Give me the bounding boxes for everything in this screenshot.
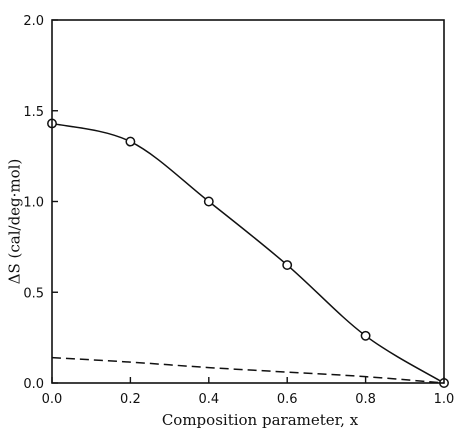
data-point-marker [125, 136, 136, 147]
y-tick-label: 1.0 [23, 196, 44, 211]
x-tick-label: 0.6 [277, 392, 298, 407]
y-axis-title: ΔS (cal/deg·mol) [5, 159, 23, 285]
y-tick-label: 0.0 [23, 377, 44, 392]
x-axis-title: Composition parameter, x [162, 411, 359, 429]
plot-frame [51, 19, 445, 384]
data-point-marker [282, 260, 293, 270]
y-tick-label: 0.5 [23, 286, 44, 301]
data-point-marker [203, 196, 214, 207]
x-tick-label: 0.8 [355, 392, 376, 407]
data-point-marker [360, 330, 371, 341]
x-tick-label: 1.0 [434, 392, 455, 407]
x-tick-label: 0.2 [120, 392, 141, 407]
labels-layer: 0.0 0.2 0.4 0.6 0.8 1.0 0.0 0.5 1.0 1.5 2.0 [23, 14, 454, 407]
y-tick-label: 2.0 [23, 14, 44, 29]
series-layer [47, 118, 449, 388]
x-tick-label: 0.4 [198, 392, 219, 407]
y-tick-label: 1.5 [23, 105, 44, 120]
solid-series-line [51, 122, 445, 384]
x-tick-label: 0.0 [42, 392, 63, 407]
dashed-series-line [51, 356, 445, 384]
ticks-layer [51, 19, 445, 384]
